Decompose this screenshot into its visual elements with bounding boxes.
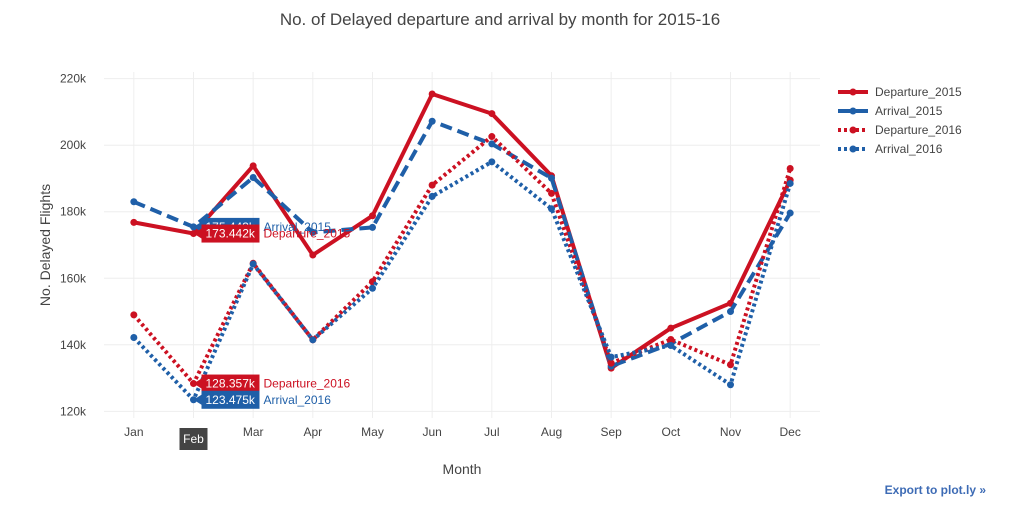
data-point (428, 117, 436, 125)
x-tick-label: May (361, 425, 384, 439)
y-tick-label: 140k (60, 338, 87, 352)
hover-series-name: Arrival_2015 (264, 220, 332, 234)
legend-marker (849, 88, 857, 96)
data-point (249, 260, 257, 268)
x-axis-title: Month (443, 461, 482, 477)
data-point (548, 189, 555, 197)
hover-value: 128.357k (206, 377, 256, 391)
data-point (309, 251, 317, 259)
x-tick-label: Jun (422, 425, 441, 439)
data-point (369, 284, 376, 292)
data-point (607, 353, 615, 361)
data-point (727, 361, 734, 369)
data-point (786, 209, 794, 217)
legend-label: Arrival_2015 (875, 104, 943, 118)
hover-value: 173.442k (206, 227, 256, 241)
x-hover-tag-label: Feb (183, 432, 204, 446)
hover-value: 123.475k (206, 393, 256, 407)
data-point (369, 212, 376, 220)
hover-pointer (193, 394, 202, 405)
data-point (369, 223, 376, 231)
legend-label: Arrival_2016 (875, 142, 943, 156)
data-point (309, 228, 317, 236)
y-tick-label: 200k (60, 138, 87, 152)
x-tick-label: Jul (484, 425, 499, 439)
y-tick-label: 220k (60, 72, 87, 86)
x-tick-label: Nov (720, 425, 741, 439)
series-line-departure-2015 (133, 92, 792, 371)
data-point (428, 181, 436, 189)
x-tick-label: Jan (124, 425, 143, 439)
hover-pointer (193, 378, 202, 389)
data-point (548, 205, 555, 213)
chart-title: No. of Delayed departure and arrival by … (279, 10, 721, 29)
data-point (309, 336, 317, 344)
data-point (667, 341, 675, 349)
hover-label-box (201, 374, 260, 393)
series-line-departure-2016 (132, 134, 793, 386)
x-tick-label: Sep (600, 425, 622, 439)
x-tick-label: Aug (541, 425, 562, 439)
legend-label: Departure_2015 (875, 85, 962, 99)
x-tick-label: Oct (661, 425, 680, 439)
data-point (488, 140, 496, 148)
data-point (786, 164, 794, 172)
hover-label-box (201, 390, 260, 409)
legend-marker (849, 107, 857, 115)
data-point (727, 381, 734, 389)
data-point (130, 218, 138, 226)
data-point (488, 133, 496, 141)
data-point (428, 192, 436, 200)
x-tick-label: Apr (303, 425, 322, 439)
y-tick-label: 120k (60, 404, 87, 418)
data-point (488, 158, 496, 166)
x-tick-label: Dec (779, 425, 800, 439)
hover-series-name: Departure_2015 (264, 227, 351, 241)
y-tick-label: 180k (60, 205, 87, 219)
data-point (667, 335, 675, 343)
data-point (130, 198, 138, 206)
data-point (727, 308, 734, 316)
hover-series-name: Arrival_2016 (264, 393, 332, 407)
export-link[interactable]: Export to plot.ly » (884, 483, 986, 497)
data-point (786, 179, 794, 187)
legend-label: Departure_2016 (875, 123, 962, 137)
data-point (607, 359, 615, 367)
y-axis-title: No. Delayed Flights (37, 184, 53, 306)
series-line-arrival-2016 (132, 159, 793, 402)
data-point (548, 174, 555, 182)
data-point (667, 324, 675, 332)
data-point (488, 110, 496, 118)
data-point (130, 311, 138, 319)
data-point (249, 173, 257, 181)
series-line-arrival-2015 (133, 119, 792, 369)
hover-pointer (193, 228, 202, 239)
data-point (249, 162, 257, 170)
hover-label-box (201, 224, 260, 243)
data-point (428, 90, 436, 98)
hover-pointer (193, 221, 202, 232)
y-tick-label: 160k (60, 271, 87, 285)
legend-marker (849, 126, 857, 134)
data-point (130, 333, 138, 341)
hover-series-name: Departure_2016 (264, 377, 351, 391)
x-tick-label: Mar (243, 425, 264, 439)
legend-marker (849, 145, 857, 153)
x-hover-tag (179, 428, 208, 450)
